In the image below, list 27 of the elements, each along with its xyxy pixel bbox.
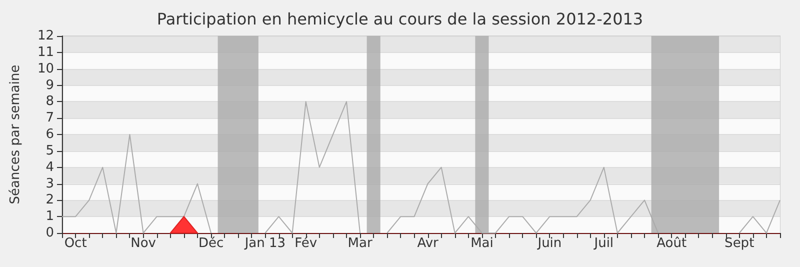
x-tick-label: Fév [294, 236, 318, 251]
x-tick-label: Juin [536, 236, 562, 251]
y-tick-label: 11 [37, 44, 54, 60]
y-tick-label: 2 [46, 192, 54, 208]
x-tick-label: Jan 13 [244, 236, 286, 251]
x-tick-label: Avr [417, 236, 440, 251]
y-tick-label: 0 [46, 226, 54, 240]
y-tick-label: 4 [46, 160, 54, 175]
x-tick-label: Août [656, 236, 687, 251]
y-tick-label: 6 [46, 127, 54, 142]
x-tick-label: Nov [130, 236, 156, 251]
y-tick-label: 3 [46, 176, 54, 192]
y-tick-label: 9 [46, 78, 54, 93]
y-tick-label: 10 [37, 61, 54, 76]
x-tick-label: Mai [470, 236, 494, 251]
y-axis-title: Séances par semaine [8, 64, 23, 204]
x-tick-label: Sept [724, 236, 754, 251]
y-tick-label: 5 [46, 143, 54, 158]
x-tick-label: Mar [348, 236, 373, 251]
x-tick-label: Juil [593, 236, 614, 251]
x-tick-label: Oct [64, 236, 87, 251]
y-tick-label: 12 [37, 28, 54, 44]
x-tick-label: Déc [198, 236, 224, 251]
y-tick-label: 8 [46, 94, 54, 110]
chart-title: Participation en hemicycle au cours de la session 2012-2013 [156, 10, 644, 28]
y-tick-label: 1 [46, 209, 54, 224]
y-tick-label: 7 [46, 110, 54, 126]
